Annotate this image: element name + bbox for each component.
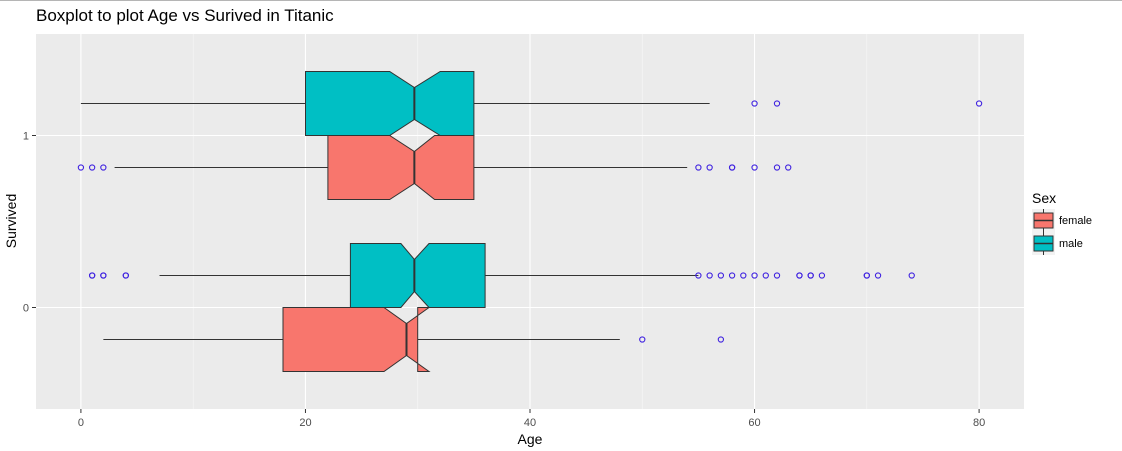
x-axis-label: Age — [518, 431, 543, 447]
outlier-point — [706, 272, 713, 279]
outlier-point — [728, 164, 736, 171]
box-female-survived-1 — [114, 135, 688, 200]
outlier-point — [695, 272, 702, 279]
top-border — [0, 0, 1122, 1]
outlier-point — [908, 272, 915, 279]
y-axis-label: Survived — [3, 194, 19, 248]
legend-label: female — [1059, 215, 1092, 227]
outlier-point — [122, 272, 129, 279]
legend-key-male — [1032, 232, 1055, 255]
outlier-point — [751, 272, 758, 279]
outlier-point — [773, 100, 781, 107]
outlier-point — [88, 164, 96, 171]
x-tick-label: 60 — [748, 417, 760, 429]
outlier-point — [740, 272, 747, 279]
x-tick-label: 40 — [524, 417, 536, 429]
outlier-point — [818, 272, 826, 279]
outlier-point — [796, 272, 803, 279]
x-tick-label: 20 — [299, 417, 311, 429]
outlier-point — [100, 272, 107, 279]
outlier-point — [773, 164, 781, 171]
axis-layer: 0 20 40 60 80 0 1 — [23, 131, 985, 430]
outlier-point — [785, 164, 792, 171]
outlier-point — [706, 164, 713, 171]
outlier-point — [88, 272, 96, 279]
outlier-point — [100, 164, 107, 171]
y-tick-label: 0 — [23, 303, 29, 315]
y-tick-label: 1 — [23, 131, 29, 143]
legend-key-female — [1032, 209, 1055, 232]
outlier-point — [695, 164, 702, 171]
outlier-point — [874, 272, 882, 279]
outlier-point — [639, 336, 646, 343]
outlier-point — [728, 272, 736, 279]
outlier-point — [773, 272, 781, 279]
box-female-survived-0 — [103, 307, 620, 372]
notched-box — [282, 307, 431, 372]
box-male-survived-1 — [80, 71, 710, 136]
legend: Sex female male — [1032, 190, 1092, 255]
x-tick-label: 0 — [78, 417, 84, 429]
outlier-point — [762, 272, 769, 279]
grid-lines — [36, 34, 1024, 409]
x-tick-label: 80 — [973, 417, 985, 429]
outlier-point — [751, 100, 758, 107]
box-layer — [80, 71, 710, 372]
legend-label: male — [1059, 238, 1083, 250]
outlier-point — [807, 272, 814, 279]
outlier-point — [77, 164, 85, 171]
legend-title: Sex — [1032, 190, 1056, 206]
notched-box — [305, 71, 475, 136]
outlier-layer — [77, 100, 983, 343]
notched-box — [327, 135, 475, 200]
outlier-point — [717, 336, 725, 343]
outlier-point — [717, 272, 725, 279]
outlier-point — [975, 100, 983, 107]
outlier-point — [863, 272, 870, 279]
outlier-point — [751, 164, 758, 171]
chart-title: Boxplot to plot Age vs Surived in Titani… — [36, 6, 334, 25]
